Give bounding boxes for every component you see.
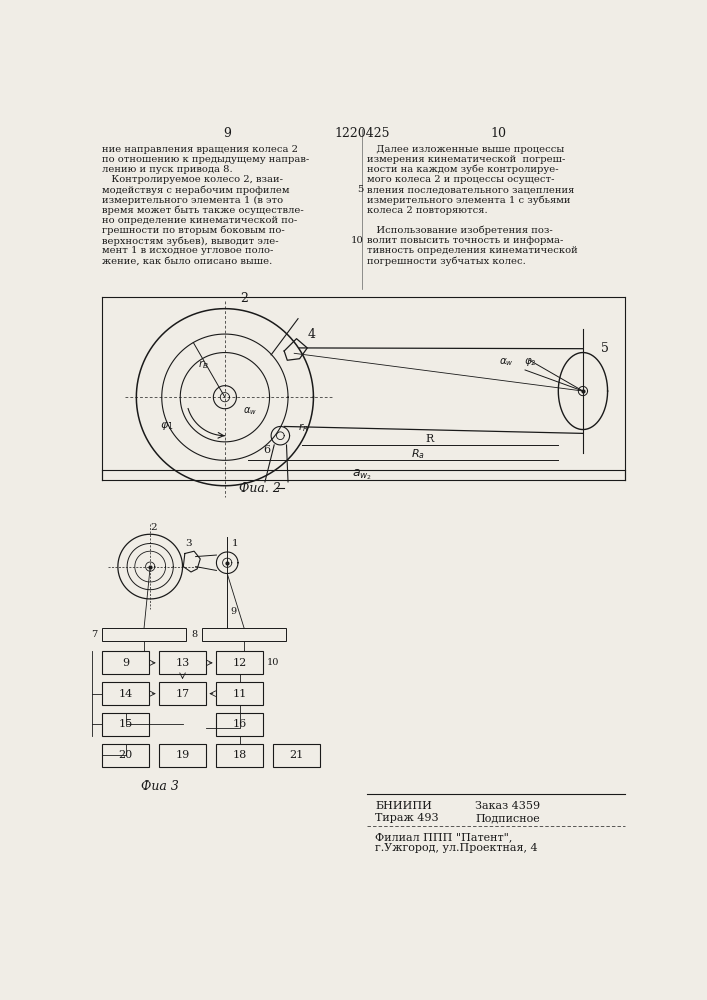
Text: по отношению к предыдущему направ-: по отношению к предыдущему направ- bbox=[102, 155, 309, 164]
Text: погрешности зубчатых колес.: погрешности зубчатых колес. bbox=[368, 256, 526, 266]
Text: измерения кинематической  погреш-: измерения кинематической погреш- bbox=[368, 155, 566, 164]
Text: 19: 19 bbox=[175, 750, 189, 760]
Text: 5: 5 bbox=[600, 342, 609, 355]
Text: $a_{w_2}$: $a_{w_2}$ bbox=[352, 468, 372, 482]
Text: 14: 14 bbox=[119, 689, 133, 699]
Text: $r_B$: $r_B$ bbox=[198, 358, 209, 371]
Bar bbox=[102, 713, 149, 736]
Text: но определение кинематической по-: но определение кинематической по- bbox=[102, 216, 297, 225]
Bar bbox=[102, 682, 149, 705]
Text: 7: 7 bbox=[92, 630, 98, 639]
Text: 13: 13 bbox=[175, 658, 189, 668]
Text: $R_a$: $R_a$ bbox=[411, 447, 425, 461]
Text: 17: 17 bbox=[175, 689, 189, 699]
Text: 21: 21 bbox=[289, 750, 303, 760]
Text: Заказ 4359: Заказ 4359 bbox=[475, 801, 540, 811]
Text: модействуя с нерабочим профилем: модействуя с нерабочим профилем bbox=[102, 185, 289, 195]
Text: $\varphi_1$: $\varphi_1$ bbox=[160, 420, 174, 432]
Text: тивность определения кинематической: тивность определения кинематической bbox=[368, 246, 578, 255]
Text: вления последовательного зацепления: вления последовательного зацепления bbox=[368, 185, 575, 194]
Text: Филиал ППП "Патент",: Филиал ППП "Патент", bbox=[375, 832, 513, 842]
Text: Тираж 493: Тираж 493 bbox=[375, 813, 438, 823]
Text: 15: 15 bbox=[119, 719, 133, 729]
Bar bbox=[158, 682, 206, 705]
Text: 8: 8 bbox=[192, 630, 198, 639]
Text: время может быть также осуществле-: время может быть также осуществле- bbox=[102, 206, 303, 215]
Text: 2: 2 bbox=[240, 292, 248, 305]
Text: 4: 4 bbox=[308, 328, 316, 341]
Text: 11: 11 bbox=[233, 689, 247, 699]
Text: 10: 10 bbox=[490, 127, 506, 140]
Text: волит повысить точность и информа-: волит повысить точность и информа- bbox=[368, 236, 563, 245]
Text: 18: 18 bbox=[233, 750, 247, 760]
Bar bbox=[216, 682, 264, 705]
Text: БНИИПИ: БНИИПИ bbox=[375, 801, 432, 811]
Text: 16: 16 bbox=[233, 719, 247, 729]
Bar bbox=[158, 651, 206, 674]
Text: грешности по вторым боковым по-: грешности по вторым боковым по- bbox=[102, 226, 284, 235]
Text: 3: 3 bbox=[185, 539, 192, 548]
Text: верхностям зубьев), выводит эле-: верхностям зубьев), выводит эле- bbox=[102, 236, 279, 246]
Text: $\varphi_2$: $\varphi_2$ bbox=[524, 356, 537, 368]
Text: $\alpha_w$: $\alpha_w$ bbox=[498, 356, 513, 368]
Text: 9: 9 bbox=[230, 607, 236, 616]
Bar bbox=[158, 744, 206, 767]
Bar bbox=[102, 744, 149, 767]
Text: жение, как было описано выше.: жение, как было описано выше. bbox=[102, 256, 272, 265]
Bar bbox=[216, 744, 264, 767]
Bar bbox=[102, 651, 149, 674]
Text: мент 1 в исходное угловое поло-: мент 1 в исходное угловое поло- bbox=[102, 246, 273, 255]
Text: лению и пуск привода 8.: лению и пуск привода 8. bbox=[102, 165, 233, 174]
Text: Фиа. 2: Фиа. 2 bbox=[238, 482, 281, 495]
Text: Далее изложенные выше процессы: Далее изложенные выше процессы bbox=[368, 145, 565, 154]
Text: 20: 20 bbox=[119, 750, 133, 760]
Text: колеса 2 повторяются.: колеса 2 повторяются. bbox=[368, 206, 488, 215]
Text: ности на каждом зубе контролируе-: ности на каждом зубе контролируе- bbox=[368, 165, 559, 174]
Text: мого колеса 2 и процессы осущест-: мого колеса 2 и процессы осущест- bbox=[368, 175, 555, 184]
Bar bbox=[102, 628, 187, 641]
Text: 5: 5 bbox=[357, 185, 363, 194]
Bar bbox=[273, 744, 320, 767]
Text: Использование изобретения поз-: Использование изобретения поз- bbox=[368, 226, 553, 235]
Text: $\alpha_w$: $\alpha_w$ bbox=[243, 405, 257, 417]
Text: 1: 1 bbox=[232, 539, 238, 548]
Bar bbox=[216, 713, 264, 736]
Text: Контролируемое колесо 2, взаи-: Контролируемое колесо 2, взаи- bbox=[102, 175, 283, 184]
Text: измерительного элемента 1 (в это: измерительного элемента 1 (в это bbox=[102, 195, 283, 205]
Text: Подписное: Подписное bbox=[475, 813, 540, 823]
Text: 10: 10 bbox=[267, 658, 279, 667]
Text: 1220425: 1220425 bbox=[334, 127, 390, 140]
Text: Фиа 3: Фиа 3 bbox=[141, 780, 178, 793]
Text: 2: 2 bbox=[151, 523, 158, 532]
Text: 12: 12 bbox=[233, 658, 247, 668]
Text: 9: 9 bbox=[122, 658, 129, 668]
Text: г.Ужгород, ул.Проектная, 4: г.Ужгород, ул.Проектная, 4 bbox=[375, 843, 537, 853]
Bar bbox=[216, 651, 264, 674]
Text: $r_R$: $r_R$ bbox=[298, 422, 309, 434]
Text: ние направления вращения колеса 2: ние направления вращения колеса 2 bbox=[102, 145, 298, 154]
Text: 10: 10 bbox=[351, 236, 363, 245]
Text: R: R bbox=[426, 434, 434, 444]
Text: 6: 6 bbox=[263, 445, 270, 455]
Bar bbox=[201, 628, 286, 641]
Text: 9: 9 bbox=[223, 127, 231, 140]
Text: измерительного элемента 1 с зубьями: измерительного элемента 1 с зубьями bbox=[368, 195, 571, 205]
